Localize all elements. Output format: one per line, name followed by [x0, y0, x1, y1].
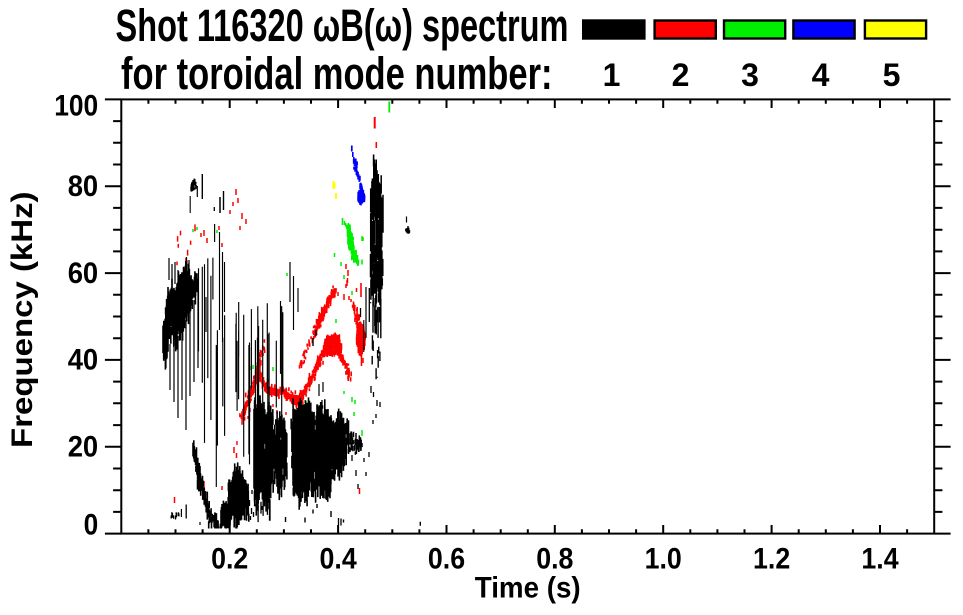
- svg-text:0.2: 0.2: [211, 542, 248, 575]
- svg-text:100: 100: [54, 90, 98, 123]
- svg-text:0.8: 0.8: [536, 542, 573, 575]
- svg-text:Frequency (kHz): Frequency (kHz): [6, 191, 39, 448]
- svg-text:0.6: 0.6: [428, 542, 465, 575]
- svg-text:20: 20: [68, 431, 99, 464]
- svg-text:for toroidal mode number:: for toroidal mode number:: [121, 48, 553, 99]
- svg-text:1.4: 1.4: [861, 542, 899, 575]
- svg-text:1.0: 1.0: [645, 542, 682, 575]
- svg-text:40: 40: [68, 344, 99, 377]
- svg-text:5: 5: [883, 57, 901, 93]
- svg-text:0: 0: [84, 508, 99, 541]
- svg-text:Shot 116320 ωB(ω) spectrum: Shot 116320 ωB(ω) spectrum: [116, 0, 569, 51]
- svg-text:4: 4: [812, 57, 830, 93]
- svg-text:2: 2: [672, 57, 690, 93]
- svg-text:3: 3: [741, 57, 759, 93]
- svg-text:60: 60: [68, 257, 99, 290]
- svg-text:Time (s): Time (s): [475, 572, 581, 605]
- svg-text:0.4: 0.4: [320, 542, 358, 575]
- svg-text:1: 1: [603, 57, 621, 93]
- svg-text:80: 80: [68, 170, 99, 203]
- svg-text:1.2: 1.2: [753, 542, 790, 575]
